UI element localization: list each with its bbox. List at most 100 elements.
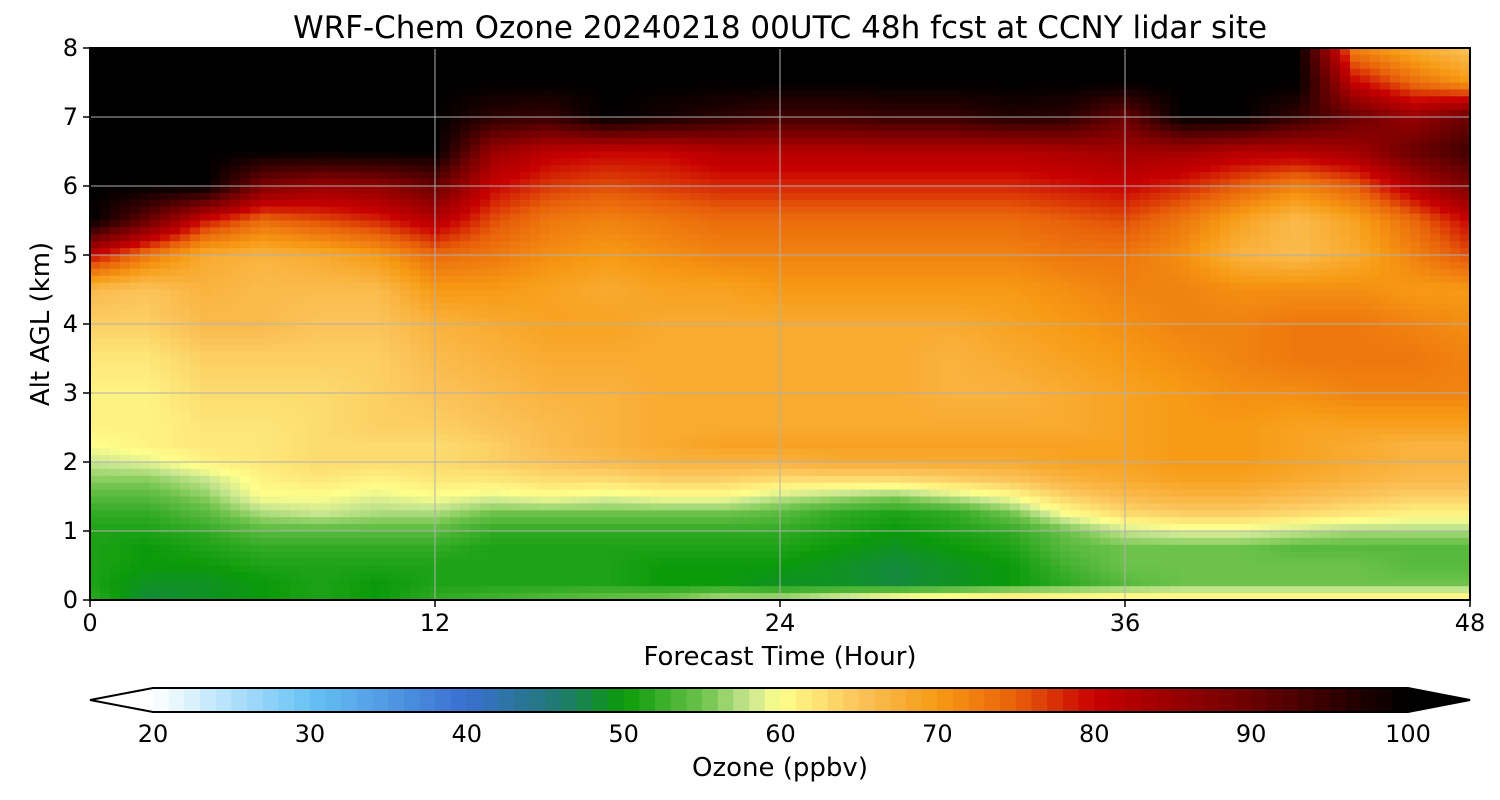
heatmap-cell: [1220, 275, 1231, 284]
heatmap-cell: [1310, 261, 1321, 270]
heatmap-cell: [840, 275, 851, 284]
heatmap-cell: [870, 68, 881, 77]
heatmap-cell: [1270, 275, 1281, 284]
heatmap-cell: [620, 137, 631, 146]
heatmap-cell: [340, 213, 351, 222]
heatmap-cell: [1000, 61, 1011, 70]
heatmap-cell: [470, 206, 481, 215]
heatmap-cell: [250, 248, 261, 256]
heatmap-cell: [800, 151, 811, 159]
heatmap-cell: [590, 96, 601, 104]
heatmap-cell: [930, 241, 941, 249]
heatmap-cell: [1410, 220, 1421, 228]
heatmap-cell: [150, 206, 161, 215]
heatmap-cell: [120, 117, 131, 125]
heatmap-cell: [120, 82, 131, 90]
heatmap-cell: [110, 48, 121, 56]
heatmap-cell: [1130, 151, 1141, 159]
heatmap-cell: [1260, 227, 1271, 235]
heatmap-cell: [100, 192, 111, 201]
heatmap-cell: [630, 255, 641, 263]
heatmap-cell: [960, 137, 971, 146]
heatmap-cell: [300, 275, 311, 284]
heatmap-cell: [1090, 255, 1101, 263]
heatmap-cell: [1450, 48, 1461, 56]
heatmap-cell: [1250, 82, 1261, 90]
heatmap-cell: [1000, 186, 1011, 194]
heatmap-cell: [260, 213, 271, 222]
heatmap-cell: [1390, 48, 1401, 56]
heatmap-cell: [1180, 110, 1191, 118]
heatmap-cell: [210, 213, 221, 222]
heatmap-cell: [230, 137, 241, 146]
heatmap-cell: [720, 234, 731, 242]
heatmap-cell: [460, 234, 471, 242]
heatmap-cell: [630, 248, 641, 256]
heatmap-cell: [1270, 248, 1281, 256]
heatmap-cell: [890, 103, 901, 111]
heatmap-cell: [940, 96, 951, 104]
heatmap-cell: [610, 123, 621, 132]
heatmap-cell: [790, 103, 801, 111]
heatmap-cell: [640, 275, 651, 284]
heatmap-cell: [680, 82, 691, 90]
heatmap-cell: [520, 282, 531, 291]
heatmap-cell: [880, 123, 891, 132]
heatmap-cell: [800, 165, 811, 173]
heatmap-cell: [1400, 144, 1411, 153]
heatmap-cell: [490, 61, 501, 70]
heatmap-cell: [650, 241, 661, 249]
heatmap-cell: [480, 103, 491, 111]
heatmap-cell: [200, 213, 211, 222]
heatmap-cell: [110, 123, 121, 132]
heatmap-cell: [610, 282, 621, 291]
heatmap-cell: [140, 192, 151, 201]
heatmap-cell: [1150, 151, 1161, 159]
heatmap-cell: [710, 227, 721, 235]
heatmap-cell: [590, 282, 601, 291]
heatmap-cell: [1210, 117, 1221, 125]
heatmap-cell: [340, 158, 351, 166]
heatmap-cell: [1070, 261, 1081, 270]
heatmap-cell: [1420, 68, 1431, 77]
heatmap-cell: [690, 75, 701, 84]
heatmap-cell: [320, 248, 331, 256]
heatmap-cell: [330, 110, 341, 118]
heatmap-cell: [530, 75, 541, 84]
heatmap-cell: [1410, 144, 1421, 153]
heatmap-cell: [220, 268, 231, 277]
heatmap-cell: [1380, 234, 1391, 242]
heatmap-cell: [260, 186, 271, 194]
heatmap-cell: [780, 268, 791, 277]
heatmap-cell: [1440, 261, 1451, 270]
heatmap-cell: [1010, 151, 1021, 159]
heatmap-cell: [630, 234, 641, 242]
heatmap-cell: [410, 241, 421, 249]
heatmap-cell: [1080, 172, 1091, 180]
heatmap-cell: [580, 179, 591, 187]
heatmap-cell: [960, 268, 971, 277]
heatmap-cell: [760, 220, 771, 228]
heatmap-cell: [1030, 61, 1041, 70]
heatmap-cell: [300, 234, 311, 242]
heatmap-cell: [610, 186, 621, 194]
heatmap-cell: [730, 289, 741, 297]
heatmap-cell: [1340, 144, 1351, 153]
heatmap-cell: [530, 206, 541, 215]
heatmap-cell: [630, 82, 641, 90]
heatmap-cell: [140, 255, 151, 263]
heatmap-cell: [1160, 261, 1171, 270]
heatmap-cell: [1330, 241, 1341, 249]
heatmap-cell: [1210, 54, 1221, 63]
heatmap-cell: [300, 255, 311, 263]
heatmap-cell: [1060, 137, 1071, 146]
heatmap-cell: [990, 158, 1001, 166]
heatmap-cell: [630, 123, 641, 132]
heatmap-cell: [750, 186, 761, 194]
heatmap-cell: [770, 75, 781, 84]
heatmap-cell: [160, 268, 171, 277]
heatmap-cell: [900, 96, 911, 104]
heatmap-cell: [960, 61, 971, 70]
heatmap-cell: [200, 268, 211, 277]
heatmap-cell: [910, 234, 921, 242]
